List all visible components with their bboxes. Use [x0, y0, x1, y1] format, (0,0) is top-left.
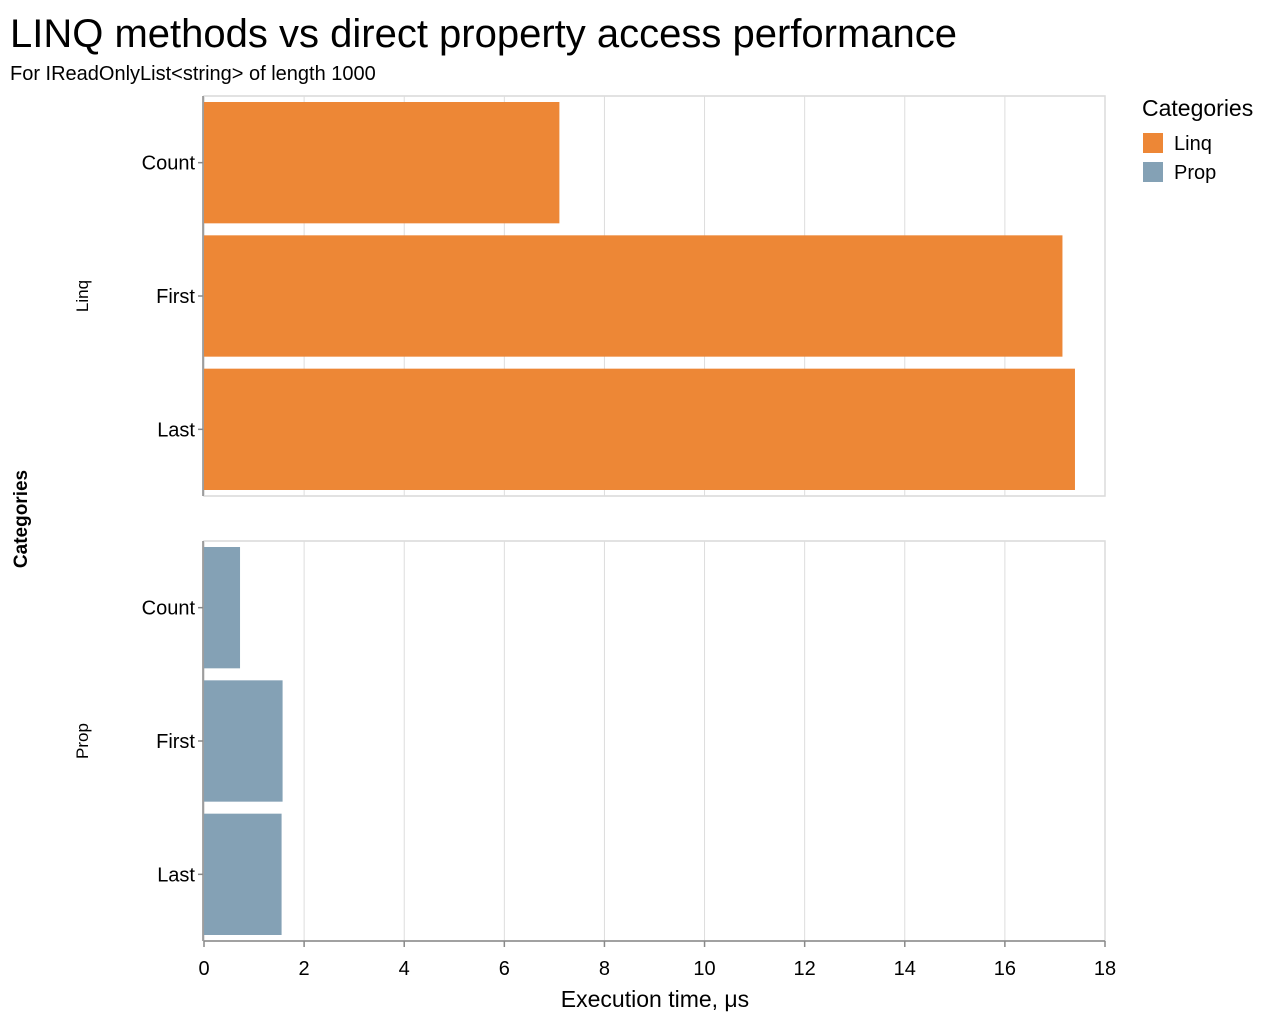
- x-tick-label: 4: [399, 958, 410, 980]
- x-tick-label: 16: [994, 958, 1016, 980]
- bar-linq-count: [204, 102, 560, 224]
- bar-prop-first: [204, 680, 283, 802]
- facet-axis-title: Categories: [11, 470, 32, 568]
- x-tick-label: 14: [894, 958, 916, 980]
- x-axis: 0 2 4 6 8 10 12 14 16 18: [198, 940, 1116, 980]
- chart-subtitle: For IReadOnlyList<string> of length 1000: [10, 63, 376, 85]
- panel-frame: [203, 540, 1106, 942]
- bar-prop-count: [204, 547, 241, 669]
- legend-label-prop: Prop: [1174, 162, 1216, 184]
- y-tick-label: Last: [157, 864, 195, 886]
- legend: Categories Linq Prop: [1142, 95, 1253, 184]
- facet-panel-prop: Count First Last Prop: [73, 540, 1106, 942]
- x-tick-label: 6: [499, 958, 510, 980]
- legend-swatch-linq: [1143, 133, 1163, 153]
- facet-panels: Count First Last Linq Count First Last Prop: [73, 95, 1106, 942]
- legend-swatch-prop: [1143, 162, 1163, 182]
- bar-prop-last: [204, 813, 282, 935]
- facet-panel-linq: Count First Last Linq: [73, 95, 1106, 497]
- x-tick-label: 18: [1094, 958, 1116, 980]
- x-axis-title: Execution time, μs: [561, 986, 749, 1012]
- y-tick-label: Last: [157, 419, 195, 441]
- bar-linq-last: [204, 368, 1075, 490]
- y-tick-label: First: [156, 286, 195, 308]
- x-tick-label: 2: [299, 958, 310, 980]
- legend-label-linq: Linq: [1174, 133, 1212, 155]
- y-tick-label: First: [156, 731, 195, 753]
- chart-title: LINQ methods vs direct property access p…: [10, 12, 957, 56]
- y-tick-label: Count: [142, 598, 196, 620]
- facet-label-prop: Prop: [73, 723, 92, 759]
- legend-title: Categories: [1142, 95, 1253, 121]
- bar-linq-first: [204, 235, 1063, 357]
- y-tick-label: Count: [142, 153, 196, 175]
- x-tick-label: 10: [693, 958, 715, 980]
- x-tick-label: 12: [794, 958, 816, 980]
- x-tick-label: 8: [599, 958, 610, 980]
- x-tick-label: 0: [198, 958, 209, 980]
- facet-label-linq: Linq: [73, 280, 92, 312]
